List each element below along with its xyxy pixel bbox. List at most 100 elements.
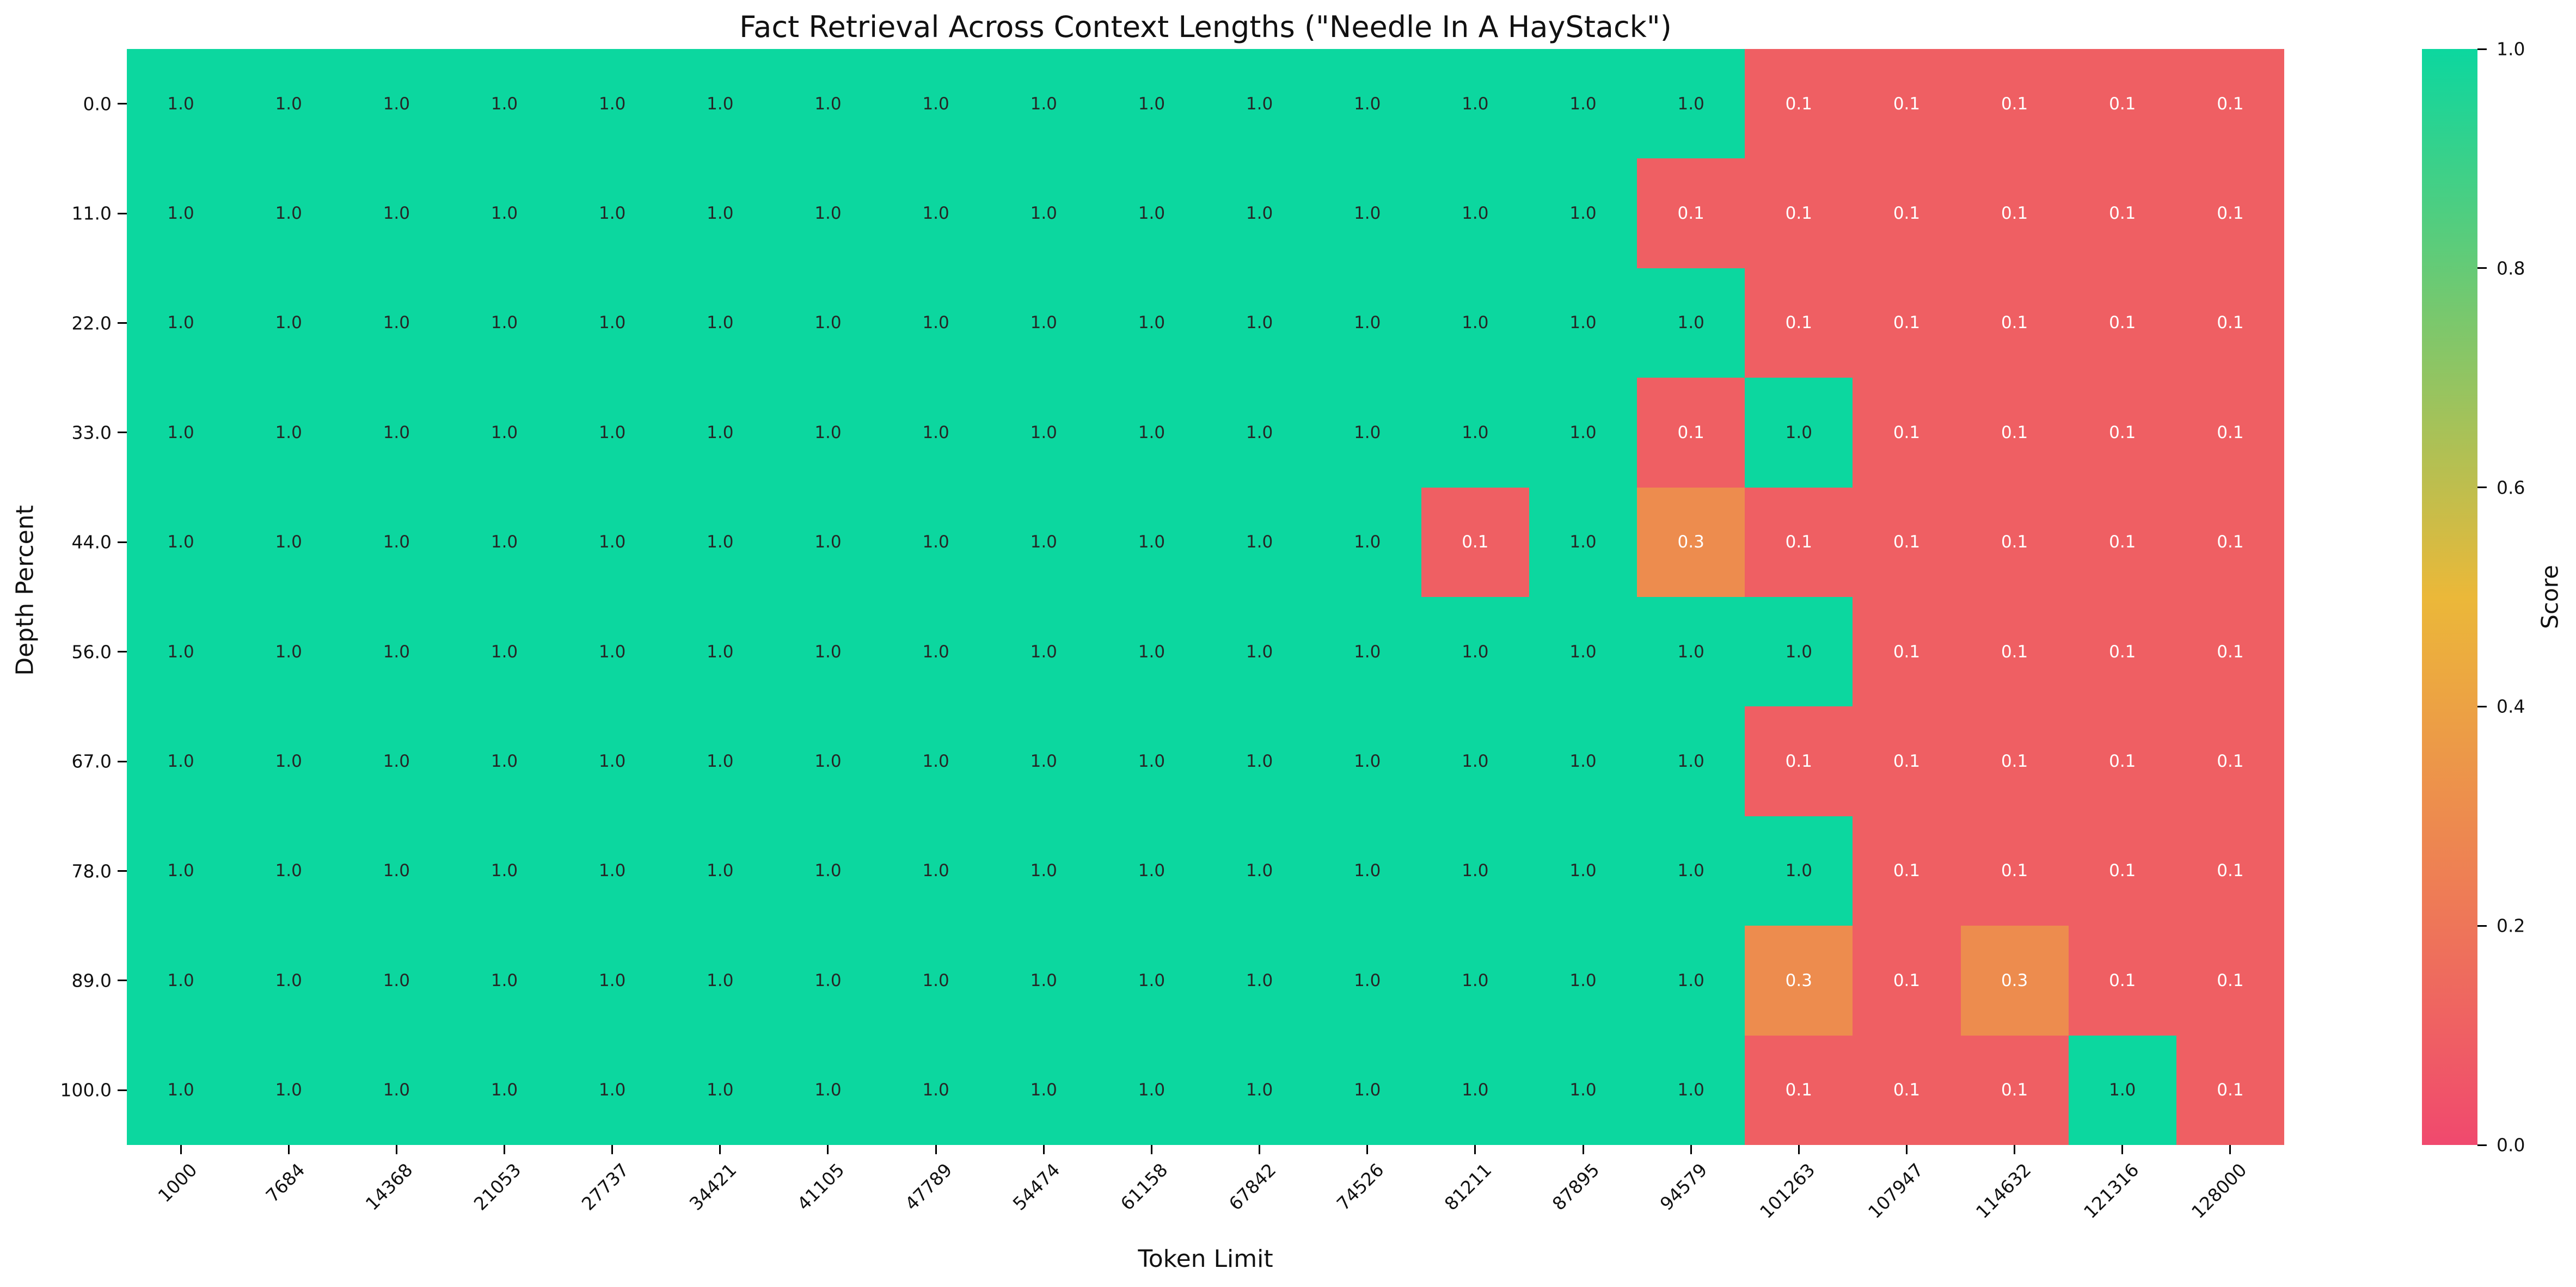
heatmap-cell: 0.3: [1960, 926, 2069, 1036]
heatmap-cell: 1.0: [127, 1035, 235, 1145]
heatmap-cell: 1.0: [1205, 926, 1314, 1036]
heatmap-cell: 1.0: [235, 1035, 343, 1145]
heatmap-cell: 1.0: [1637, 926, 1745, 1036]
heatmap-cell: 0.1: [1960, 49, 2069, 159]
x-tick-label: 114632: [1971, 1159, 2035, 1223]
heatmap-cell: 1.0: [1313, 816, 1421, 926]
x-tick-label: 14368: [361, 1159, 417, 1215]
x-tick-label: 128000: [2187, 1159, 2251, 1223]
heatmap-cell: 1.0: [342, 926, 451, 1036]
heatmap-cell: 0.1: [1853, 158, 1961, 268]
heatmap-cell: 1.0: [342, 596, 451, 707]
heatmap-cell: 1.0: [127, 706, 235, 816]
heatmap-cell: 1.0: [666, 596, 774, 707]
heatmap-cell: 1.0: [342, 706, 451, 816]
heatmap-cell: 1.0: [666, 926, 774, 1036]
heatmap-cell: 1.0: [1637, 1035, 1745, 1145]
heatmap-cell: 1.0: [882, 487, 990, 597]
heatmap-cell: 1.0: [342, 378, 451, 488]
heatmap-cell: 0.1: [2068, 49, 2176, 159]
x-tick-label: 54474: [1009, 1159, 1064, 1215]
heatmap-cell: 0.1: [2176, 378, 2284, 488]
heatmap-cell: 1.0: [1529, 49, 1637, 159]
heatmap-cell: 1.0: [1421, 706, 1529, 816]
heatmap-cell: 1.0: [882, 706, 990, 816]
heatmap-cell: 1.0: [558, 816, 666, 926]
heatmap-cell: 1.0: [1421, 816, 1529, 926]
x-tick-mark: [2014, 1145, 2016, 1154]
colorbar-tick-label: 0.0: [2497, 1134, 2525, 1156]
heatmap-cell: 1.0: [127, 816, 235, 926]
heatmap-cell: 1.0: [882, 268, 990, 378]
y-tick-mark: [118, 760, 127, 762]
heatmap-cell: 1.0: [1529, 596, 1637, 707]
heatmap-cell: 0.1: [1960, 158, 2069, 268]
heatmap-cell: 1.0: [342, 816, 451, 926]
heatmap-cell: 0.3: [1637, 487, 1745, 597]
heatmap-cell: 1.0: [774, 596, 882, 707]
heatmap-cell: 1.0: [990, 268, 1098, 378]
heatmap-cell: 1.0: [1205, 706, 1314, 816]
heatmap-cell: 1.0: [558, 706, 666, 816]
colorbar-tick-label: 0.6: [2497, 477, 2525, 498]
heatmap-cell: 1.0: [882, 816, 990, 926]
heatmap-cell: 1.0: [235, 49, 343, 159]
heatmap-cell: 1.0: [1529, 706, 1637, 816]
heatmap-cell: 1.0: [1205, 268, 1314, 378]
heatmap-cell: 0.1: [1853, 1035, 1961, 1145]
x-tick-mark: [287, 1145, 290, 1154]
heatmap-cell: 1.0: [1529, 816, 1637, 926]
heatmap-cell: 1.0: [127, 596, 235, 707]
heatmap-cell: 1.0: [1313, 158, 1421, 268]
heatmap-cell: 0.1: [2068, 268, 2176, 378]
heatmap-cell: 1.0: [1421, 268, 1529, 378]
x-tick-mark: [1366, 1145, 1369, 1154]
x-tick-label: 81211: [1440, 1159, 1496, 1215]
heatmap-cell: 1.0: [666, 816, 774, 926]
y-tick-label: 89.0: [71, 970, 112, 992]
heatmap-cell: 0.1: [2068, 487, 2176, 597]
heatmap-cell: 1.0: [666, 49, 774, 159]
y-tick-label: 56.0: [71, 641, 112, 663]
heatmap-cell: 1.0: [1097, 158, 1206, 268]
x-tick-mark: [1798, 1145, 1800, 1154]
heatmap-cell: 1.0: [1097, 1035, 1206, 1145]
heatmap-cell: 0.1: [2176, 926, 2284, 1036]
x-tick-label: 34421: [685, 1159, 741, 1215]
heatmap-cell: 1.0: [450, 926, 559, 1036]
heatmap-cell: 1.0: [1421, 596, 1529, 707]
y-tick-label: 44.0: [71, 531, 112, 553]
heatmap-cell: 1.0: [1637, 596, 1745, 707]
heatmap-cell: 1.0: [1097, 926, 1206, 1036]
heatmap-cell: 0.1: [1853, 926, 1961, 1036]
heatmap-cell: 1.0: [558, 1035, 666, 1145]
heatmap-cell: 1.0: [450, 816, 559, 926]
heatmap-cell: 0.1: [1960, 706, 2069, 816]
heatmap-cell: 0.1: [1637, 158, 1745, 268]
x-tick-label: 107947: [1863, 1159, 1928, 1223]
heatmap-cell: 1.0: [1745, 378, 1853, 488]
heatmap-cell: 1.0: [1313, 926, 1421, 1036]
x-tick-label: 74526: [1332, 1159, 1388, 1215]
y-tick-label: 67.0: [71, 750, 112, 772]
heatmap-cell: 0.1: [1960, 596, 2069, 707]
heatmap-cell: 1.0: [990, 378, 1098, 488]
heatmap-cell: 1.0: [1313, 1035, 1421, 1145]
heatmap-cell: 0.1: [2176, 596, 2284, 707]
colorbar-tick-mark: [2477, 487, 2487, 489]
heatmap-cell: 1.0: [558, 596, 666, 707]
y-tick-label: 78.0: [71, 860, 112, 882]
x-tick-label: 67842: [1224, 1159, 1280, 1215]
heatmap-cell: 1.0: [1205, 49, 1314, 159]
heatmap-cell: 0.1: [2176, 706, 2284, 816]
y-tick-mark: [118, 651, 127, 653]
heatmap-cell: 1.0: [1745, 596, 1853, 707]
heatmap-cell: 0.1: [1853, 49, 1961, 159]
heatmap-cell: 1.0: [1097, 706, 1206, 816]
x-tick-mark: [504, 1145, 506, 1154]
heatmap-cell: 1.0: [1421, 378, 1529, 488]
heatmap-cell: 1.0: [127, 268, 235, 378]
x-tick-label: 7684: [261, 1159, 309, 1206]
heatmap-cell: 1.0: [450, 596, 559, 707]
x-axis-label: Token Limit: [1138, 1245, 1273, 1273]
